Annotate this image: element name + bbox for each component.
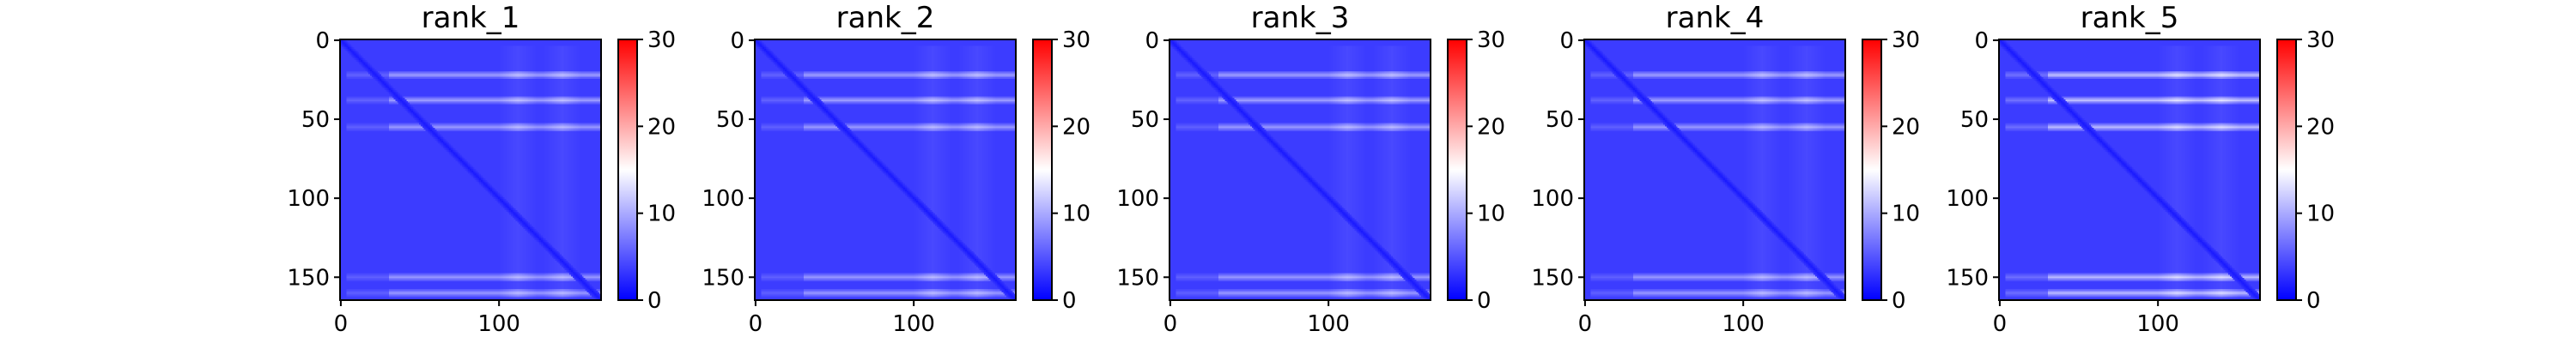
colorbar-frame: [1862, 39, 1882, 301]
y-tick-label: 50: [1960, 107, 1989, 133]
colorbar-tick-label: 10: [1062, 202, 1091, 227]
colorbar-tick-label: 30: [1892, 27, 1920, 53]
y-tick-label: 150: [287, 265, 330, 291]
y-tick-label: 100: [1946, 186, 1989, 212]
colorbar-frame: [1447, 39, 1467, 301]
colorbar-tick-label: 20: [1477, 114, 1505, 140]
y-tick-label: 150: [1116, 265, 1159, 291]
colorbar-tick-label: 10: [2306, 202, 2335, 227]
y-tick-label: 0: [1974, 28, 1989, 54]
colorbar-tick-label: 20: [2306, 114, 2335, 140]
heatmap-image: [1170, 39, 1431, 300]
heatmap-image: [1999, 39, 2260, 300]
x-tick-label: 0: [334, 311, 349, 337]
y-tick-label: 0: [315, 28, 330, 54]
y-tick-label: 100: [1531, 186, 1574, 212]
colorbar-tick-label: 0: [1062, 288, 1077, 314]
y-tick-label: 150: [1531, 265, 1574, 291]
panel-title: rank_3: [1251, 1, 1350, 35]
colorbar: [1862, 39, 1881, 300]
colorbar-tick-label: 10: [647, 202, 676, 227]
y-tick-label: 150: [1946, 265, 1989, 291]
colorbar: [2277, 39, 2296, 300]
y-tick-label: 0: [1559, 28, 1574, 54]
colorbar-frame: [1032, 39, 1053, 301]
colorbar-tick-label: 0: [1892, 288, 1906, 314]
y-tick-label: 50: [716, 107, 744, 133]
x-tick-label: 0: [1163, 311, 1178, 337]
colorbar: [618, 39, 637, 300]
x-tick-label: 100: [892, 311, 935, 337]
colorbar-tick-label: 10: [1892, 202, 1920, 227]
y-tick-label: 0: [1145, 28, 1159, 54]
x-tick-label: 100: [1307, 311, 1350, 337]
heatmap-frame: [339, 39, 602, 301]
y-tick-label: 50: [1131, 107, 1159, 133]
panel-title: rank_1: [422, 1, 520, 35]
y-tick-label: 150: [702, 265, 744, 291]
colorbar-tick-label: 30: [2306, 27, 2335, 53]
y-tick-label: 100: [702, 186, 744, 212]
colorbar-tick-label: 30: [1062, 27, 1091, 53]
panel-title: rank_2: [836, 1, 935, 35]
y-tick-label: 50: [1546, 107, 1574, 133]
colorbar-tick-label: 10: [1477, 202, 1505, 227]
colorbar-frame: [2276, 39, 2297, 301]
heatmap-frame: [1169, 39, 1431, 301]
colorbar: [1448, 39, 1467, 300]
panel-title: rank_4: [1666, 1, 1765, 35]
y-tick-label: 50: [301, 107, 330, 133]
panel-title: rank_5: [2081, 1, 2179, 35]
heatmap-image: [340, 39, 601, 300]
colorbar-tick-label: 30: [1477, 27, 1505, 53]
y-tick-label: 100: [1116, 186, 1159, 212]
colorbar: [1033, 39, 1052, 300]
heatmap-image: [755, 39, 1016, 300]
heatmap-frame: [1998, 39, 2261, 301]
x-tick-label: 100: [477, 311, 520, 337]
colorbar-tick-label: 0: [1477, 288, 1492, 314]
colorbar-tick-label: 0: [2306, 288, 2321, 314]
colorbar-tick-label: 20: [1892, 114, 1920, 140]
y-tick-label: 100: [287, 186, 330, 212]
heatmap-frame: [1583, 39, 1846, 301]
x-tick-label: 0: [1578, 311, 1593, 337]
colorbar-tick-label: 20: [1062, 114, 1091, 140]
colorbar-tick-label: 30: [647, 27, 676, 53]
x-tick-label: 0: [749, 311, 763, 337]
heatmap-image: [1584, 39, 1845, 300]
y-tick-label: 0: [730, 28, 744, 54]
x-tick-label: 100: [2136, 311, 2179, 337]
colorbar-tick-label: 20: [647, 114, 676, 140]
colorbar-tick-label: 0: [647, 288, 662, 314]
heatmap-frame: [754, 39, 1017, 301]
x-tick-label: 100: [1722, 311, 1765, 337]
x-tick-label: 0: [1993, 311, 2008, 337]
colorbar-frame: [617, 39, 638, 301]
